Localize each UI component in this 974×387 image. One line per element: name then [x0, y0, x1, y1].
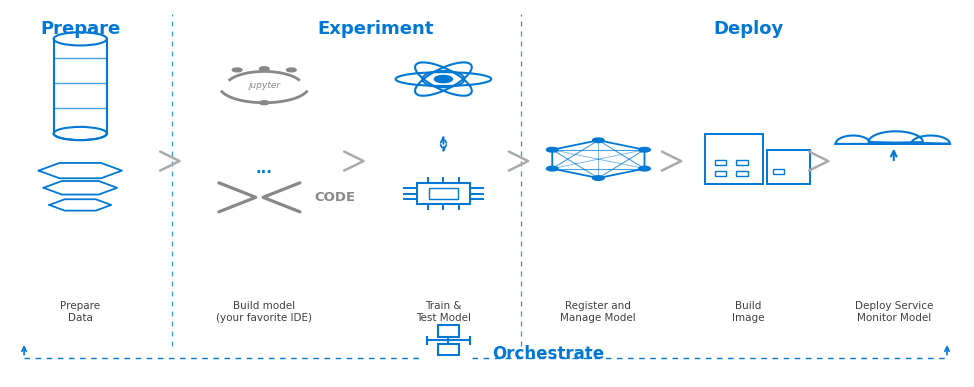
Circle shape — [286, 68, 296, 72]
Circle shape — [434, 75, 453, 83]
Circle shape — [546, 147, 558, 152]
Circle shape — [592, 138, 604, 142]
Bar — [715, 171, 727, 176]
Circle shape — [259, 67, 269, 70]
Text: Build
Image: Build Image — [732, 301, 765, 322]
Bar — [705, 134, 763, 184]
Text: Register and
Manage Model: Register and Manage Model — [560, 301, 636, 322]
Text: Prepare: Prepare — [40, 21, 121, 38]
Text: jupyter: jupyter — [248, 81, 281, 91]
Circle shape — [233, 68, 242, 72]
Text: CODE: CODE — [315, 191, 356, 204]
Text: Orchestrate: Orchestrate — [492, 345, 604, 363]
Text: Experiment: Experiment — [318, 21, 433, 38]
Text: Prepare
Data: Prepare Data — [60, 301, 100, 322]
Bar — [736, 171, 747, 176]
Bar — [767, 150, 810, 184]
Circle shape — [546, 166, 558, 171]
Circle shape — [592, 176, 604, 180]
Circle shape — [639, 147, 651, 152]
Text: Deploy: Deploy — [713, 21, 784, 38]
Bar — [715, 160, 727, 165]
Bar — [417, 183, 470, 204]
Text: Train &
Test Model: Train & Test Model — [416, 301, 470, 322]
Bar — [429, 188, 458, 199]
Text: Build model
(your favorite IDE): Build model (your favorite IDE) — [216, 301, 313, 322]
Text: Deploy Service
Monitor Model: Deploy Service Monitor Model — [854, 301, 933, 322]
Bar — [437, 344, 459, 355]
Circle shape — [639, 166, 651, 171]
Text: ...: ... — [256, 161, 273, 176]
Circle shape — [259, 101, 269, 104]
Bar — [437, 325, 459, 337]
Bar — [772, 170, 784, 175]
Bar — [736, 160, 747, 165]
